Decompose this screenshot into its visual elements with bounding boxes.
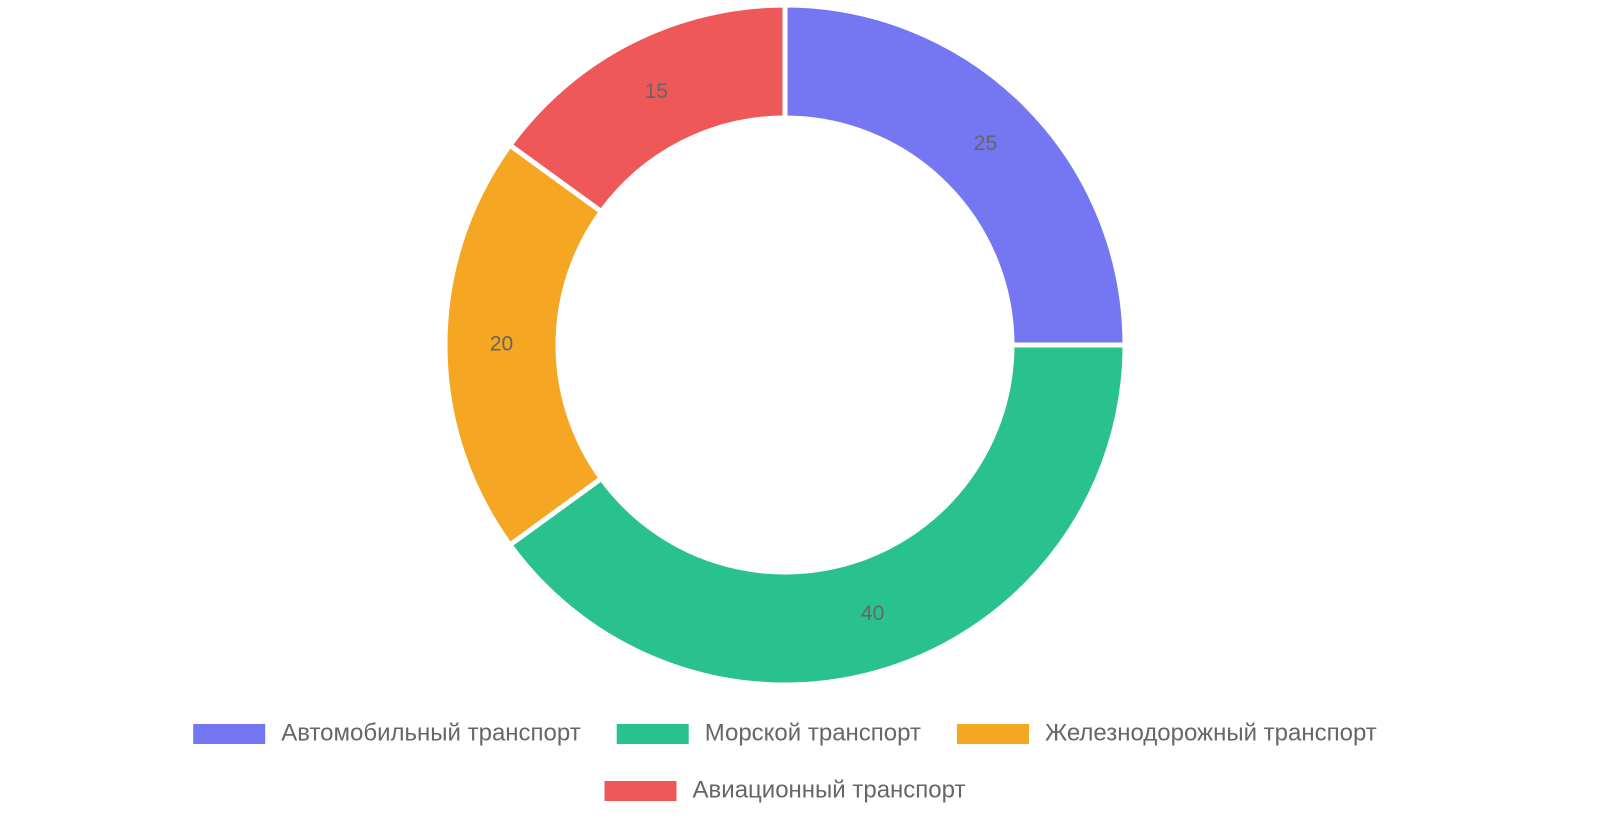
data-label: 40 xyxy=(861,602,884,625)
legend-label: Морской транспорт xyxy=(705,719,921,746)
slice xyxy=(782,2,1128,348)
legend-swatch xyxy=(193,724,266,744)
legend-label: Автомобильный транспорт xyxy=(281,719,580,746)
data-label: 20 xyxy=(490,333,513,356)
data-label: 15 xyxy=(645,80,668,103)
legend-label: Железнодорожный транспорт xyxy=(1045,719,1377,746)
slice xyxy=(442,141,605,549)
legend-swatch xyxy=(956,724,1029,744)
legend-label: Авиационный транспорт xyxy=(693,776,966,803)
legend-item: Авиационный транспорт xyxy=(604,776,966,803)
slice xyxy=(506,342,1128,688)
data-label: 25 xyxy=(974,132,997,155)
legend-item: Морской транспорт xyxy=(616,719,921,746)
legend-swatch xyxy=(616,724,689,744)
legend-item: Автомобильный транспорт xyxy=(193,719,581,746)
legend-swatch xyxy=(604,781,677,801)
slice xyxy=(506,2,788,216)
legend-item: Железнодорожный транспорт xyxy=(956,719,1377,746)
